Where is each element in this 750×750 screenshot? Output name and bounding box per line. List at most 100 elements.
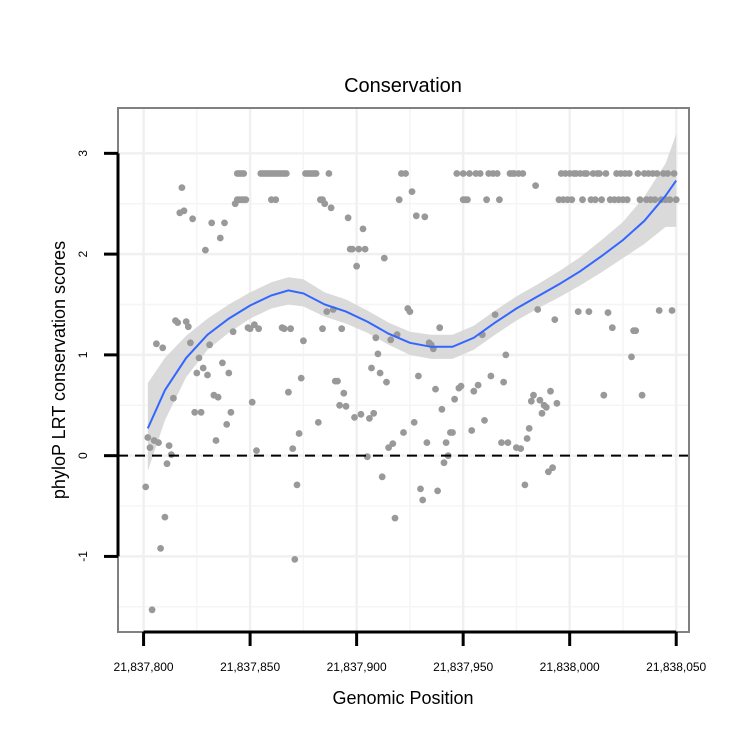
data-point: [449, 429, 456, 436]
data-point: [523, 435, 531, 442]
data-point: [664, 170, 672, 177]
data-point: [651, 196, 659, 204]
data-point: [193, 369, 201, 377]
x-tick-label: 21,837,800: [114, 660, 174, 674]
data-point: [547, 387, 554, 395]
data-point: [219, 359, 226, 367]
data-point: [229, 328, 237, 336]
data-point: [199, 364, 207, 372]
data-point: [167, 451, 175, 458]
x-tick-label: 21,837,900: [327, 660, 387, 674]
data-point: [436, 324, 444, 332]
data-point: [623, 196, 631, 204]
data-point: [180, 207, 188, 215]
data-point: [370, 409, 378, 417]
data-point: [344, 214, 352, 222]
data-point: [464, 196, 471, 204]
data-point: [415, 372, 422, 380]
data-point: [628, 353, 635, 361]
data-point: [410, 419, 418, 426]
data-point: [483, 196, 490, 204]
y-axis: -1 0 1 2 3: [76, 150, 120, 562]
data-point: [417, 485, 424, 493]
data-point: [378, 473, 386, 481]
data-point: [366, 415, 373, 422]
y-tick-label: 2: [76, 250, 90, 257]
data-point: [625, 170, 633, 177]
data-point: [408, 188, 416, 196]
data-point: [530, 391, 537, 399]
data-point: [468, 427, 476, 434]
data-point: [391, 514, 399, 522]
data-point: [287, 325, 294, 333]
data-point: [632, 327, 640, 335]
data-point: [602, 170, 610, 177]
data-point: [255, 325, 262, 333]
data-point: [419, 496, 427, 504]
data-point: [666, 196, 674, 204]
data-points: [142, 170, 680, 614]
plot-panel: [117, 107, 690, 633]
data-point: [634, 170, 642, 177]
data-point: [363, 453, 371, 461]
data-point: [668, 307, 676, 314]
data-point: [423, 439, 431, 446]
data-point: [142, 483, 150, 491]
data-point: [206, 341, 214, 349]
data-point: [534, 306, 542, 313]
data-point: [591, 196, 599, 204]
data-point: [583, 170, 591, 177]
data-point: [227, 408, 235, 416]
data-point: [387, 336, 395, 344]
data-point: [496, 196, 503, 204]
data-point: [272, 196, 280, 204]
data-point: [204, 371, 211, 379]
data-point: [246, 325, 254, 333]
data-point: [655, 307, 663, 314]
data-point: [400, 429, 407, 436]
data-point: [374, 350, 382, 358]
data-point: [596, 170, 603, 177]
data-point: [389, 440, 397, 447]
data-point: [208, 219, 216, 227]
data-point: [553, 399, 561, 407]
data-point: [574, 308, 582, 315]
data-point: [442, 439, 450, 446]
data-point: [248, 398, 256, 406]
data-point: [221, 219, 228, 227]
data-point: [361, 245, 369, 253]
data-point: [327, 204, 335, 212]
data-point: [325, 170, 333, 177]
data-point: [470, 387, 478, 395]
data-point: [372, 334, 380, 342]
data-point: [598, 196, 605, 204]
data-point: [148, 606, 156, 614]
data-point: [412, 212, 420, 220]
x-axis-label: Genomic Position: [332, 688, 473, 708]
data-point: [353, 262, 360, 270]
data-point: [202, 246, 209, 254]
data-point: [600, 391, 608, 399]
data-point: [146, 444, 154, 451]
data-point: [521, 481, 529, 489]
data-point: [174, 319, 182, 326]
data-point: [184, 323, 192, 331]
data-point: [349, 245, 356, 253]
data-point: [153, 340, 160, 348]
data-point: [466, 170, 473, 177]
data-point: [214, 393, 222, 401]
data-point: [459, 170, 467, 177]
data-point: [527, 397, 535, 405]
data-point: [342, 402, 350, 410]
data-point: [357, 410, 365, 418]
data-point: [253, 447, 260, 454]
panel-background: [118, 108, 689, 632]
data-point: [453, 170, 461, 177]
data-point: [493, 170, 501, 177]
data-point: [240, 170, 248, 177]
data-point: [451, 395, 458, 403]
data-point: [421, 213, 429, 221]
data-point: [636, 196, 644, 204]
data-point: [402, 170, 409, 177]
data-point: [608, 324, 616, 332]
